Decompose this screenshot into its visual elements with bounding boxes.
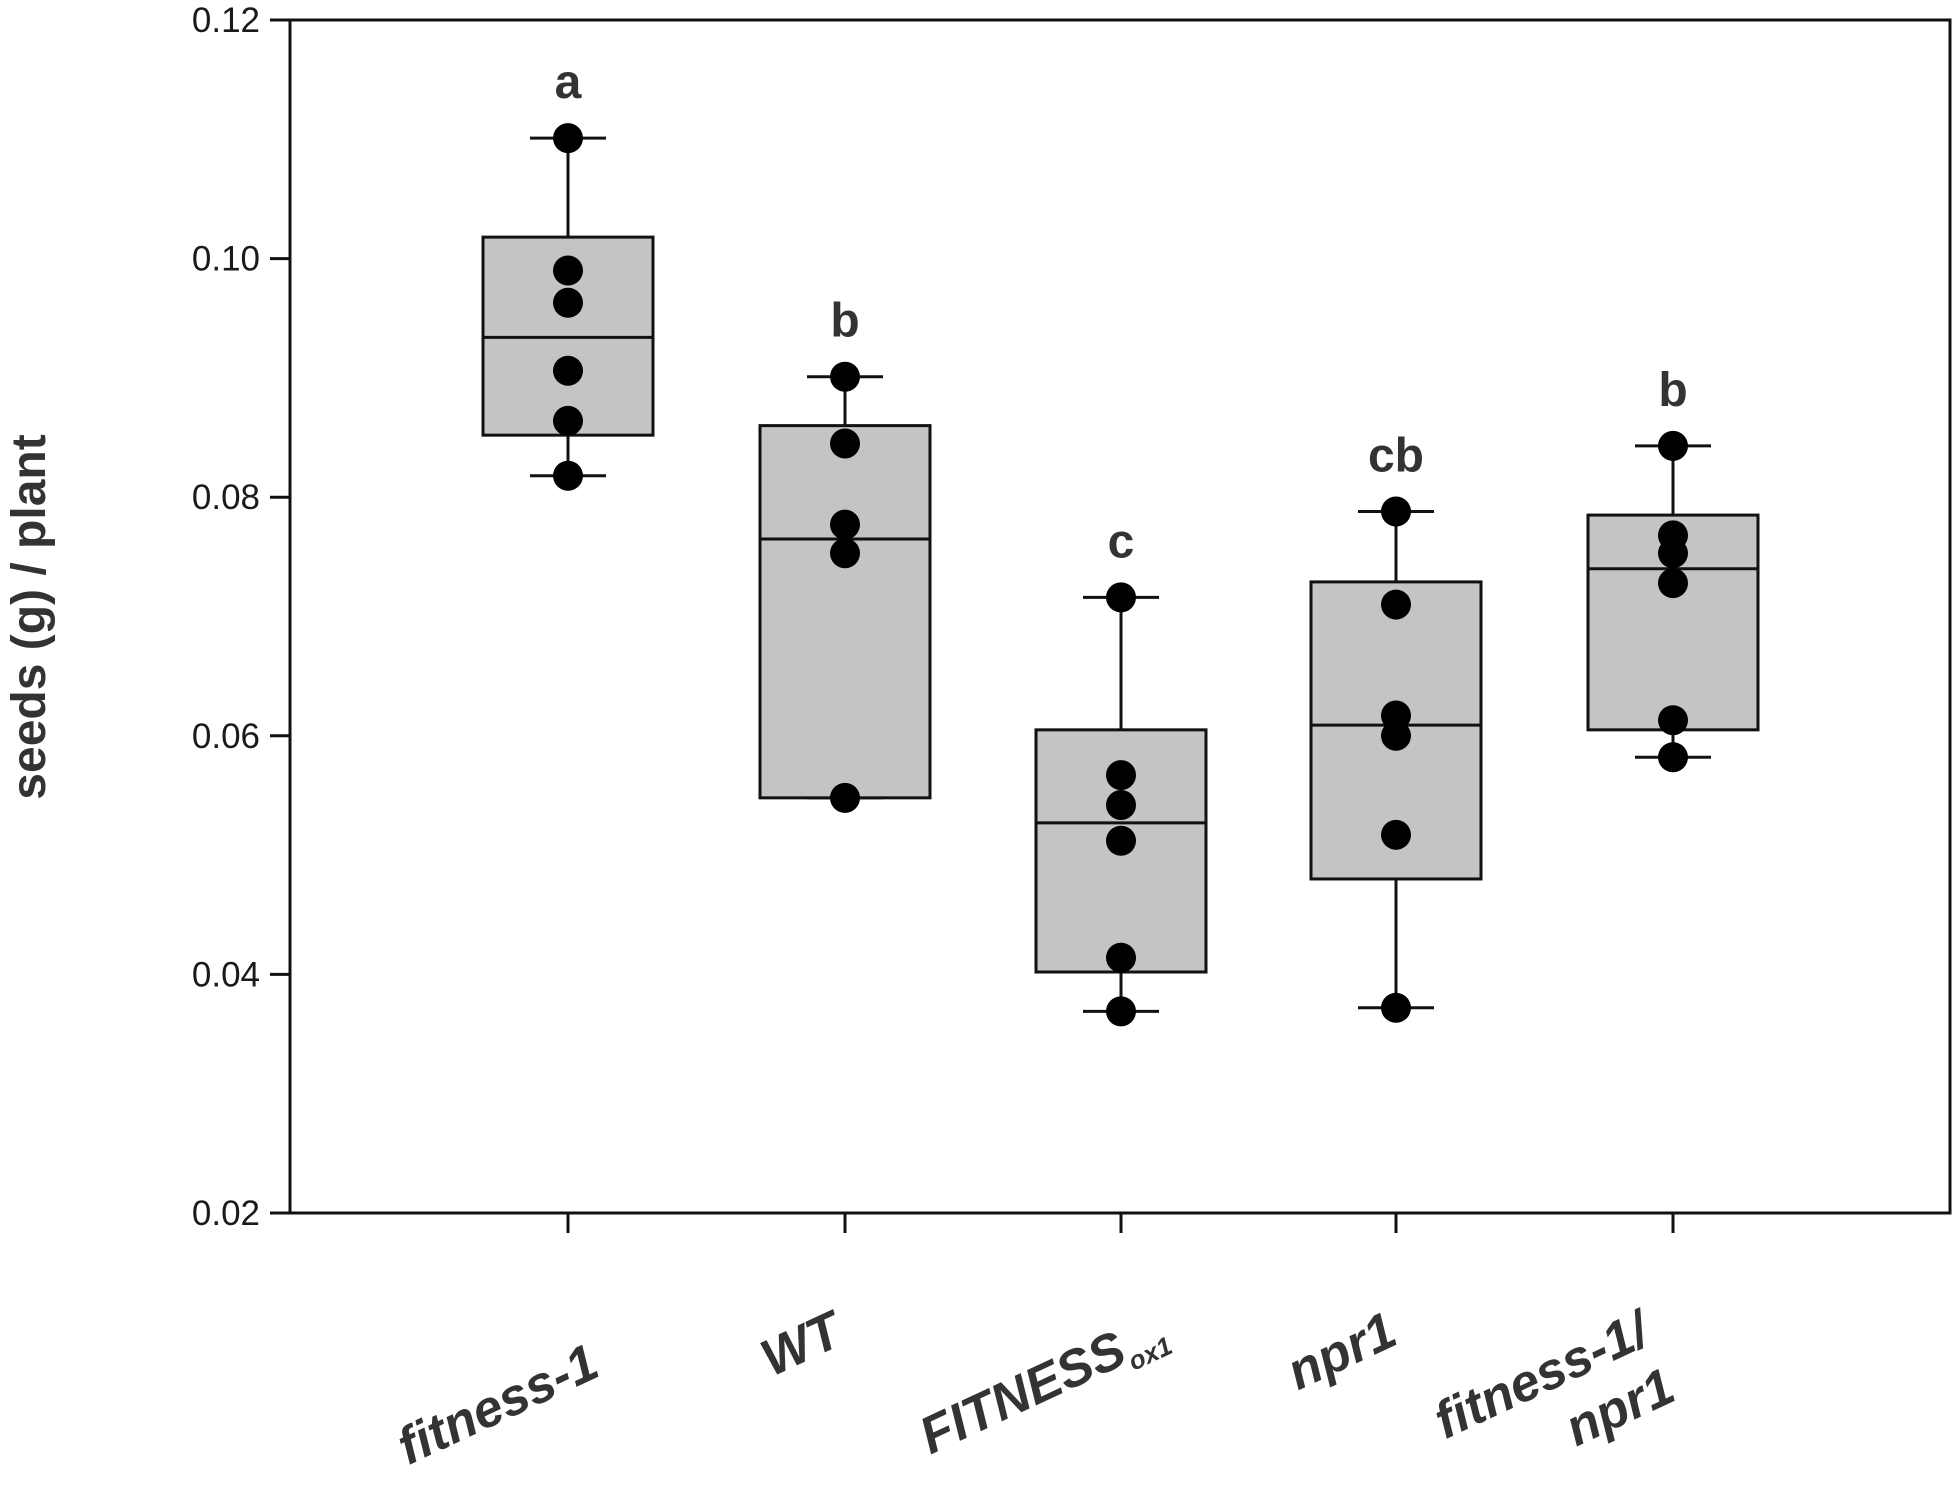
- data-point: [1381, 720, 1411, 751]
- data-point: [1381, 589, 1411, 620]
- significance-label: b: [830, 295, 859, 348]
- category-label-line: FITNESS: [911, 1320, 1135, 1465]
- data-point: [553, 287, 583, 318]
- data-point: [553, 460, 583, 491]
- data-point: [553, 405, 583, 436]
- data-point: [1106, 760, 1136, 791]
- data-point: [830, 782, 860, 813]
- box-1: a: [481, 56, 655, 491]
- y-tick-label: 0.04: [192, 955, 260, 994]
- data-point: [830, 428, 860, 459]
- box-5: b: [1586, 364, 1760, 773]
- box-2: b: [758, 295, 932, 813]
- box-iqr: [758, 424, 932, 800]
- data-point: [1381, 819, 1411, 850]
- data-point: [830, 538, 860, 569]
- category-label: fitness-1: [389, 1333, 607, 1476]
- y-tick-label: 0.08: [192, 478, 260, 517]
- category-label: FITNESSox1: [911, 1301, 1177, 1469]
- y-tick-label: 0.02: [192, 1194, 260, 1233]
- category-label-line: fitness-1: [389, 1333, 607, 1476]
- category-label: fitness-1/npr1: [1426, 1299, 1689, 1507]
- category-label-line: npr1: [1278, 1301, 1405, 1401]
- category-label: WT: [752, 1300, 854, 1389]
- category-labels: fitness-1 WT FITNESSox1 npr1 fitness-1/npr1: [389, 1299, 1689, 1507]
- x-axis: [566, 1213, 1675, 1233]
- data-point: [1658, 742, 1688, 773]
- data-point: [1381, 496, 1411, 527]
- data-point: [553, 355, 583, 386]
- significance-label: c: [1108, 515, 1135, 568]
- data-point: [1658, 538, 1688, 569]
- y-tick-label: 0.06: [192, 717, 260, 756]
- data-point: [1658, 705, 1688, 736]
- data-point: [1106, 789, 1136, 820]
- category-label-line: WT: [752, 1300, 854, 1389]
- data-point: [553, 255, 583, 286]
- data-point: [1106, 942, 1136, 973]
- box-series: a b c cb b: [481, 56, 1760, 1027]
- y-tick-label: 0.10: [192, 240, 260, 279]
- y-tick-label: 0.12: [192, 1, 260, 40]
- significance-label: a: [555, 56, 582, 109]
- y-axis-title: seeds (g) / plant: [3, 434, 56, 799]
- category-label: npr1: [1278, 1301, 1405, 1401]
- data-point: [1381, 992, 1411, 1023]
- data-point: [830, 361, 860, 392]
- box-4: cb: [1309, 430, 1483, 1023]
- data-point: [830, 509, 860, 540]
- data-point: [1658, 568, 1688, 599]
- data-point: [1106, 582, 1136, 613]
- data-point: [553, 123, 583, 154]
- data-point: [1106, 996, 1136, 1027]
- data-point: [1106, 825, 1136, 856]
- box-3: c: [1034, 515, 1208, 1027]
- significance-label: b: [1658, 364, 1687, 417]
- significance-label: cb: [1368, 430, 1424, 483]
- data-point: [1658, 430, 1688, 461]
